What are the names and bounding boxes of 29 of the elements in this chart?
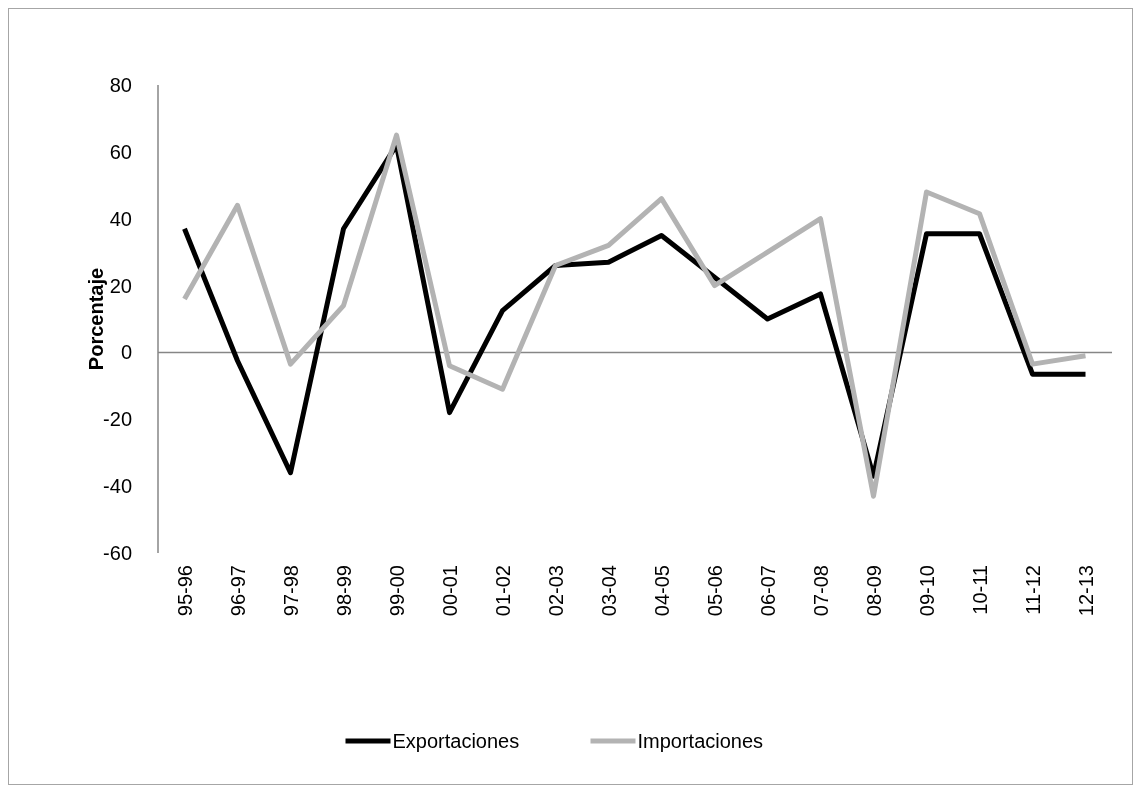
x-tick-label: 03-04 xyxy=(597,565,620,617)
x-tick-label: 99-00 xyxy=(385,565,408,617)
y-tick-label: 40 xyxy=(109,207,132,230)
y-tick-label: -60 xyxy=(103,542,132,564)
y-tick-label: 20 xyxy=(109,274,132,297)
y-tick-label: 0 xyxy=(120,341,132,364)
x-tick-label: 98-99 xyxy=(332,565,355,617)
y-tick-label: 60 xyxy=(109,140,132,163)
x-tick-label: 11-12 xyxy=(1021,565,1044,615)
y-axis-title: Porcentaje xyxy=(85,267,107,371)
legend-label: Exportaciones xyxy=(392,730,520,752)
x-tick-label: 08-09 xyxy=(862,565,885,617)
x-tick-label: 10-11 xyxy=(968,565,991,615)
y-tick-label: -40 xyxy=(103,475,132,498)
x-tick-label: 09-10 xyxy=(915,565,938,617)
x-tick-label: 97-98 xyxy=(279,565,302,617)
x-tick-label: 00-01 xyxy=(438,565,461,617)
y-tick-label: -20 xyxy=(103,408,132,431)
x-tick-label: 05-06 xyxy=(703,565,726,617)
x-tick-label: 04-05 xyxy=(650,565,673,617)
x-tick-label: 01-02 xyxy=(491,565,514,617)
y-tick-label: 80 xyxy=(109,74,132,96)
x-tick-label: 07-08 xyxy=(809,565,832,617)
x-tick-label: 02-03 xyxy=(544,565,567,617)
x-tick-label: 06-07 xyxy=(756,565,779,617)
x-tick-label: 96-97 xyxy=(226,565,249,617)
x-tick-label: 12-13 xyxy=(1074,565,1097,617)
x-tick-label: 95-96 xyxy=(173,565,196,617)
legend-label: Importaciones xyxy=(637,730,764,752)
